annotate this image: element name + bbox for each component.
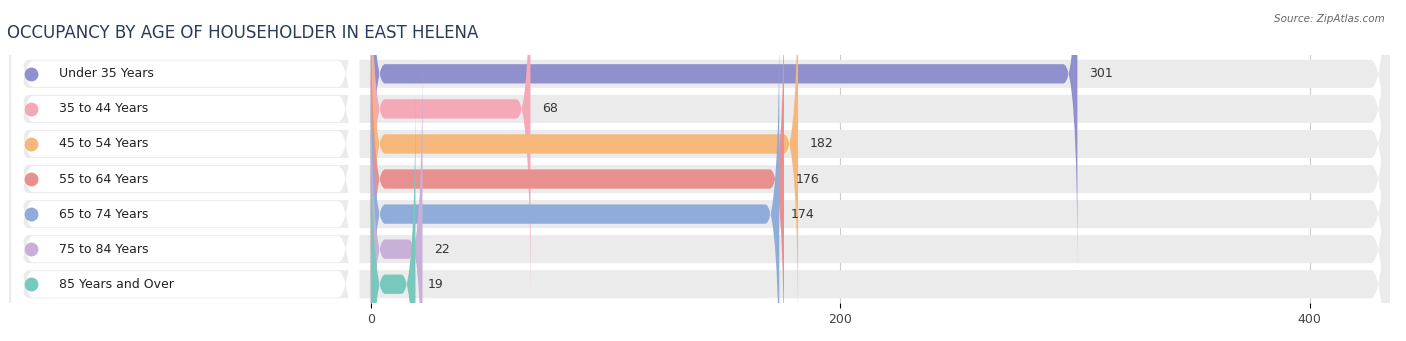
Text: 182: 182 — [810, 137, 834, 150]
FancyBboxPatch shape — [371, 13, 779, 341]
FancyBboxPatch shape — [371, 48, 422, 341]
FancyBboxPatch shape — [11, 0, 359, 341]
Text: OCCUPANCY BY AGE OF HOUSEHOLDER IN EAST HELENA: OCCUPANCY BY AGE OF HOUSEHOLDER IN EAST … — [7, 24, 478, 42]
FancyBboxPatch shape — [10, 0, 1389, 341]
Text: 35 to 44 Years: 35 to 44 Years — [59, 102, 148, 115]
Text: Source: ZipAtlas.com: Source: ZipAtlas.com — [1274, 14, 1385, 24]
Text: 176: 176 — [796, 173, 820, 186]
Text: 65 to 74 Years: 65 to 74 Years — [59, 208, 148, 221]
Text: 174: 174 — [792, 208, 815, 221]
FancyBboxPatch shape — [371, 0, 785, 341]
FancyBboxPatch shape — [10, 0, 1389, 341]
Text: 75 to 84 Years: 75 to 84 Years — [59, 243, 148, 256]
FancyBboxPatch shape — [11, 0, 359, 341]
FancyBboxPatch shape — [11, 0, 359, 341]
Text: 19: 19 — [427, 278, 443, 291]
Text: 301: 301 — [1090, 67, 1114, 80]
FancyBboxPatch shape — [371, 84, 415, 341]
Text: 85 Years and Over: 85 Years and Over — [59, 278, 173, 291]
Text: 45 to 54 Years: 45 to 54 Years — [59, 137, 148, 150]
FancyBboxPatch shape — [11, 0, 359, 341]
FancyBboxPatch shape — [371, 0, 530, 310]
FancyBboxPatch shape — [10, 0, 1389, 341]
FancyBboxPatch shape — [11, 0, 359, 341]
FancyBboxPatch shape — [11, 0, 359, 341]
FancyBboxPatch shape — [11, 0, 359, 341]
FancyBboxPatch shape — [371, 0, 1077, 275]
FancyBboxPatch shape — [10, 0, 1389, 341]
Text: 22: 22 — [434, 243, 450, 256]
Text: 68: 68 — [543, 102, 558, 115]
Text: Under 35 Years: Under 35 Years — [59, 67, 153, 80]
FancyBboxPatch shape — [10, 0, 1389, 341]
FancyBboxPatch shape — [371, 0, 799, 341]
Text: 55 to 64 Years: 55 to 64 Years — [59, 173, 148, 186]
FancyBboxPatch shape — [10, 0, 1389, 340]
FancyBboxPatch shape — [10, 18, 1389, 341]
